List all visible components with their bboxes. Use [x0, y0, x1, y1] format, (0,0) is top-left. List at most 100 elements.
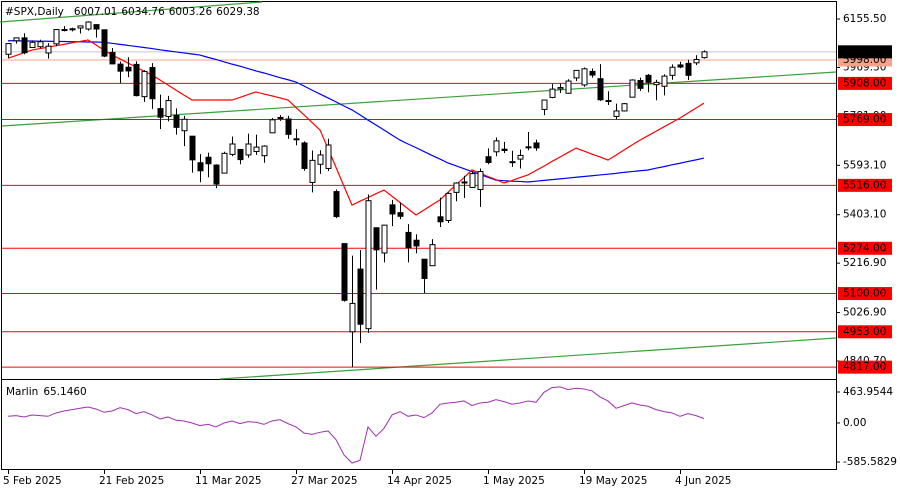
level-label-box	[838, 76, 892, 90]
y-tick-label: 463.9544	[843, 386, 893, 398]
trend-line	[0, 1, 263, 23]
trend-line	[219, 337, 837, 380]
level-label: 5100.00	[843, 288, 886, 300]
candle-body	[261, 145, 268, 157]
candle-body	[245, 143, 252, 156]
candle-body	[581, 68, 588, 86]
low-value: 6003.26	[169, 6, 213, 18]
y-tick-label: 6155.50	[843, 13, 886, 25]
candle-body	[21, 37, 28, 54]
candle-body	[373, 227, 380, 251]
candle-body	[69, 28, 76, 31]
level-label: 5516.00	[843, 179, 886, 191]
candle-body	[669, 66, 676, 76]
candle-body	[597, 78, 604, 101]
level-label: 5908.00	[843, 77, 886, 89]
candle-body	[397, 212, 404, 217]
candle-body	[333, 191, 340, 218]
plot-frame	[1, 1, 837, 470]
y-tick-label: 5403.10	[843, 209, 886, 221]
level-label: 4817.00	[843, 361, 886, 373]
candle-body	[421, 258, 428, 279]
candle-body	[173, 114, 180, 128]
x-tick-label: 5 Feb 2025	[3, 475, 62, 487]
x-tick-label: 11 Mar 2025	[195, 475, 262, 487]
candle-body	[589, 70, 596, 76]
moving-average	[8, 40, 705, 183]
indicator-header: Marlin 65.1460	[6, 386, 87, 398]
candle-body	[413, 239, 420, 247]
candle-body	[573, 69, 580, 79]
candle-body	[269, 119, 276, 134]
candle-body	[29, 41, 36, 48]
candle-body	[549, 88, 556, 98]
candle-body	[285, 118, 292, 135]
candle-body	[621, 103, 628, 112]
candle-body	[117, 63, 124, 72]
moving-average	[7, 39, 705, 216]
candle-body	[197, 162, 204, 172]
candle-body	[485, 156, 492, 163]
candle-body	[381, 224, 388, 254]
x-tick-label: 19 May 2025	[579, 475, 647, 487]
candle-body	[525, 146, 532, 149]
candle-body	[125, 66, 132, 72]
level-label-box	[838, 241, 892, 255]
indicator-line	[7, 386, 705, 464]
level-label-box	[838, 360, 892, 374]
candle-body	[501, 148, 508, 151]
candle-body	[253, 146, 260, 153]
candle-body	[701, 51, 708, 59]
candle-body	[533, 142, 540, 149]
candle-body	[45, 45, 52, 54]
candle-body	[653, 81, 660, 86]
candle-body	[605, 100, 612, 103]
candle-body	[685, 62, 692, 76]
high-value: 6034.76	[121, 6, 165, 18]
candle-body	[437, 216, 444, 223]
candle-body	[189, 135, 196, 161]
candle-body	[365, 200, 372, 330]
candle-body	[229, 143, 236, 155]
candle-body	[493, 140, 500, 153]
candle-body	[237, 148, 244, 161]
candle-body	[13, 37, 20, 42]
candle-body	[77, 25, 84, 29]
candle-body	[61, 29, 68, 32]
candle-body	[325, 144, 332, 169]
x-tick-label: 4 Jun 2025	[675, 475, 731, 487]
candle-body	[277, 116, 284, 119]
candle-body	[133, 63, 140, 97]
candle-body	[629, 79, 636, 98]
candle-body	[5, 43, 12, 55]
level-label: 5274.00	[843, 242, 886, 254]
current-price-box	[838, 45, 892, 59]
candle-body	[181, 118, 188, 132]
candle-body	[341, 243, 348, 301]
x-tick-label: 14 Apr 2025	[387, 475, 452, 487]
candle-body	[109, 51, 116, 65]
candle-body	[293, 138, 300, 141]
candle-body	[301, 142, 308, 169]
symbol: #SPX,Daily	[5, 6, 64, 18]
y-tick-label: 5593.10	[843, 159, 886, 171]
candle-body	[661, 75, 668, 87]
candle-body	[349, 302, 356, 333]
candle-body	[157, 108, 164, 118]
candle-body	[405, 231, 412, 249]
x-tick-label: 1 May 2025	[483, 475, 545, 487]
candle-body	[221, 152, 228, 174]
y-tick-label: 5216.90	[843, 257, 886, 269]
chart-header: #SPX,Daily 6007.01 6034.76 6003.26 6029.38	[5, 6, 260, 18]
candle-body	[165, 100, 172, 117]
level-label-box	[838, 287, 892, 301]
candle-body	[613, 110, 620, 117]
candle-body	[477, 171, 484, 191]
level-label: 5769.00	[843, 114, 886, 126]
candle-body	[205, 156, 212, 165]
candle-body	[141, 70, 148, 98]
candle-body	[469, 173, 476, 188]
candle-body	[37, 41, 44, 48]
candle-body	[693, 58, 700, 64]
